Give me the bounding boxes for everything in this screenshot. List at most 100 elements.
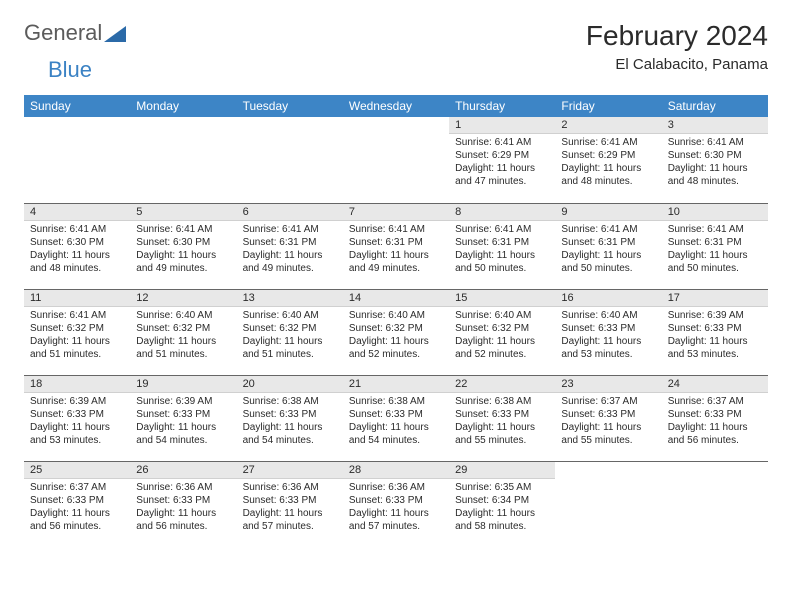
- daylight-text: Daylight: 11 hours and 49 minutes.: [136, 249, 230, 275]
- day-number: 15: [449, 290, 555, 307]
- sunset-text: Sunset: 6:33 PM: [243, 408, 337, 421]
- calendar-cell: 2Sunrise: 6:41 AMSunset: 6:29 PMDaylight…: [555, 117, 661, 203]
- calendar-cell: 16Sunrise: 6:40 AMSunset: 6:33 PMDayligh…: [555, 289, 661, 375]
- calendar-cell: [555, 461, 661, 547]
- calendar-cell: 12Sunrise: 6:40 AMSunset: 6:32 PMDayligh…: [130, 289, 236, 375]
- sunset-text: Sunset: 6:29 PM: [455, 149, 549, 162]
- day-number: 24: [662, 376, 768, 393]
- sunset-text: Sunset: 6:33 PM: [455, 408, 549, 421]
- day-content: Sunrise: 6:40 AMSunset: 6:32 PMDaylight:…: [343, 307, 449, 365]
- day-content: Sunrise: 6:39 AMSunset: 6:33 PMDaylight:…: [662, 307, 768, 365]
- weekday-header: Sunday: [24, 95, 130, 117]
- daylight-text: Daylight: 11 hours and 49 minutes.: [349, 249, 443, 275]
- day-number: 2: [555, 117, 661, 134]
- daylight-text: Daylight: 11 hours and 48 minutes.: [668, 162, 762, 188]
- daylight-text: Daylight: 11 hours and 53 minutes.: [561, 335, 655, 361]
- sunrise-text: Sunrise: 6:41 AM: [668, 136, 762, 149]
- daylight-text: Daylight: 11 hours and 50 minutes.: [561, 249, 655, 275]
- day-number: 29: [449, 462, 555, 479]
- sunset-text: Sunset: 6:33 PM: [561, 408, 655, 421]
- day-number: 23: [555, 376, 661, 393]
- calendar-row: 25Sunrise: 6:37 AMSunset: 6:33 PMDayligh…: [24, 461, 768, 547]
- sunset-text: Sunset: 6:33 PM: [561, 322, 655, 335]
- daylight-text: Daylight: 11 hours and 48 minutes.: [30, 249, 124, 275]
- day-content: Sunrise: 6:41 AMSunset: 6:29 PMDaylight:…: [555, 134, 661, 192]
- day-number: 25: [24, 462, 130, 479]
- day-content: Sunrise: 6:40 AMSunset: 6:32 PMDaylight:…: [130, 307, 236, 365]
- day-number: 28: [343, 462, 449, 479]
- sunrise-text: Sunrise: 6:40 AM: [561, 309, 655, 322]
- day-content: Sunrise: 6:41 AMSunset: 6:31 PMDaylight:…: [555, 221, 661, 279]
- daylight-text: Daylight: 11 hours and 51 minutes.: [30, 335, 124, 361]
- day-number: 6: [237, 204, 343, 221]
- day-content: Sunrise: 6:37 AMSunset: 6:33 PMDaylight:…: [24, 479, 130, 537]
- sunrise-text: Sunrise: 6:39 AM: [668, 309, 762, 322]
- calendar-body: 1Sunrise: 6:41 AMSunset: 6:29 PMDaylight…: [24, 117, 768, 547]
- sunrise-text: Sunrise: 6:41 AM: [243, 223, 337, 236]
- sunrise-text: Sunrise: 6:40 AM: [455, 309, 549, 322]
- calendar-cell: 15Sunrise: 6:40 AMSunset: 6:32 PMDayligh…: [449, 289, 555, 375]
- sunrise-text: Sunrise: 6:40 AM: [349, 309, 443, 322]
- day-number: 10: [662, 204, 768, 221]
- day-number: 3: [662, 117, 768, 134]
- calendar-cell: 8Sunrise: 6:41 AMSunset: 6:31 PMDaylight…: [449, 203, 555, 289]
- sunset-text: Sunset: 6:33 PM: [349, 494, 443, 507]
- sunrise-text: Sunrise: 6:41 AM: [136, 223, 230, 236]
- calendar-cell: 22Sunrise: 6:38 AMSunset: 6:33 PMDayligh…: [449, 375, 555, 461]
- logo-text-general: General: [24, 20, 102, 46]
- day-number: 11: [24, 290, 130, 307]
- sunset-text: Sunset: 6:32 PM: [243, 322, 337, 335]
- sunrise-text: Sunrise: 6:37 AM: [668, 395, 762, 408]
- day-number: 26: [130, 462, 236, 479]
- calendar-page: General February 2024 El Calabacito, Pan…: [0, 0, 792, 567]
- calendar-cell: 4Sunrise: 6:41 AMSunset: 6:30 PMDaylight…: [24, 203, 130, 289]
- day-number: 12: [130, 290, 236, 307]
- calendar-row: 18Sunrise: 6:39 AMSunset: 6:33 PMDayligh…: [24, 375, 768, 461]
- sunrise-text: Sunrise: 6:41 AM: [349, 223, 443, 236]
- daylight-text: Daylight: 11 hours and 51 minutes.: [136, 335, 230, 361]
- daylight-text: Daylight: 11 hours and 56 minutes.: [136, 507, 230, 533]
- sunrise-text: Sunrise: 6:41 AM: [30, 309, 124, 322]
- daylight-text: Daylight: 11 hours and 54 minutes.: [243, 421, 337, 447]
- day-content: Sunrise: 6:40 AMSunset: 6:33 PMDaylight:…: [555, 307, 661, 365]
- calendar-cell: 27Sunrise: 6:36 AMSunset: 6:33 PMDayligh…: [237, 461, 343, 547]
- calendar-cell: [237, 117, 343, 203]
- sunrise-text: Sunrise: 6:39 AM: [136, 395, 230, 408]
- sunset-text: Sunset: 6:32 PM: [30, 322, 124, 335]
- logo-triangle-icon: [104, 24, 126, 42]
- calendar-cell: 19Sunrise: 6:39 AMSunset: 6:33 PMDayligh…: [130, 375, 236, 461]
- day-content: Sunrise: 6:41 AMSunset: 6:32 PMDaylight:…: [24, 307, 130, 365]
- calendar-cell: [24, 117, 130, 203]
- sunset-text: Sunset: 6:32 PM: [455, 322, 549, 335]
- daylight-text: Daylight: 11 hours and 50 minutes.: [668, 249, 762, 275]
- calendar-cell: [662, 461, 768, 547]
- sunset-text: Sunset: 6:31 PM: [668, 236, 762, 249]
- daylight-text: Daylight: 11 hours and 54 minutes.: [136, 421, 230, 447]
- weekday-header: Wednesday: [343, 95, 449, 117]
- calendar-cell: 25Sunrise: 6:37 AMSunset: 6:33 PMDayligh…: [24, 461, 130, 547]
- calendar-row: 11Sunrise: 6:41 AMSunset: 6:32 PMDayligh…: [24, 289, 768, 375]
- calendar-cell: 14Sunrise: 6:40 AMSunset: 6:32 PMDayligh…: [343, 289, 449, 375]
- day-number: 22: [449, 376, 555, 393]
- sunset-text: Sunset: 6:29 PM: [561, 149, 655, 162]
- sunset-text: Sunset: 6:31 PM: [243, 236, 337, 249]
- calendar-cell: 26Sunrise: 6:36 AMSunset: 6:33 PMDayligh…: [130, 461, 236, 547]
- sunrise-text: Sunrise: 6:36 AM: [243, 481, 337, 494]
- day-content: Sunrise: 6:41 AMSunset: 6:31 PMDaylight:…: [449, 221, 555, 279]
- sunrise-text: Sunrise: 6:37 AM: [30, 481, 124, 494]
- daylight-text: Daylight: 11 hours and 50 minutes.: [455, 249, 549, 275]
- weekday-header: Tuesday: [237, 95, 343, 117]
- daylight-text: Daylight: 11 hours and 52 minutes.: [349, 335, 443, 361]
- weekday-header: Monday: [130, 95, 236, 117]
- weekday-header: Friday: [555, 95, 661, 117]
- day-content: Sunrise: 6:36 AMSunset: 6:33 PMDaylight:…: [343, 479, 449, 537]
- day-number: 14: [343, 290, 449, 307]
- sunset-text: Sunset: 6:33 PM: [243, 494, 337, 507]
- sunset-text: Sunset: 6:30 PM: [668, 149, 762, 162]
- calendar-cell: 20Sunrise: 6:38 AMSunset: 6:33 PMDayligh…: [237, 375, 343, 461]
- calendar-table: Sunday Monday Tuesday Wednesday Thursday…: [24, 95, 768, 547]
- day-content: Sunrise: 6:36 AMSunset: 6:33 PMDaylight:…: [130, 479, 236, 537]
- day-content: Sunrise: 6:40 AMSunset: 6:32 PMDaylight:…: [449, 307, 555, 365]
- day-content: Sunrise: 6:41 AMSunset: 6:31 PMDaylight:…: [662, 221, 768, 279]
- sunset-text: Sunset: 6:32 PM: [349, 322, 443, 335]
